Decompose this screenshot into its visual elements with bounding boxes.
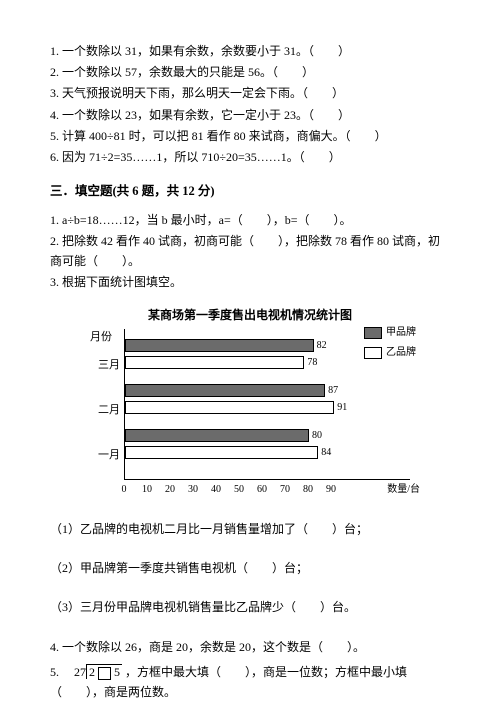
q-a5: 5. 计算 400÷81 时，可以把 81 看作 80 来试商，商偏大。（ ）: [50, 127, 450, 146]
q-b4: 4. 一个数除以 26，商是 20，余数是 20，这个数是（ ）。: [50, 638, 450, 657]
dividend: 2 5: [86, 664, 122, 679]
q-b3: 3. 根据下面统计图填空。: [50, 273, 450, 292]
section-a: 1. 一个数除以 31，如果有余数，余数要小于 31。（ ） 2. 一个数除以 …: [50, 42, 450, 167]
bar-value-label: 78: [307, 356, 317, 369]
bar: [125, 384, 325, 397]
x-tick-label: 30: [188, 482, 198, 498]
chart-title: 某商场第一季度售出电视机情况统计图: [90, 306, 410, 325]
q-b5: 5. 272 5 ，方框中最大填（ ），商是一位数；方框中最小填（ ），商是两位…: [50, 663, 450, 702]
x-axis-label: 数量/台: [387, 482, 420, 498]
x-tick-label: 90: [326, 482, 336, 498]
bar: [125, 339, 314, 352]
q-a2: 2. 一个数除以 57，余数最大的只能是 56。（ ）: [50, 63, 450, 82]
q-b2: 2. 把除数 42 看作 40 试商，初商可能（ ），把除数 78 看作 80 …: [50, 232, 450, 270]
chart: 某商场第一季度售出电视机情况统计图 月份 三月二月一月 甲品牌乙品牌 82788…: [90, 306, 410, 500]
q-a4: 4. 一个数除以 23，如果有余数，它一定小于 23。（ ）: [50, 106, 450, 125]
x-tick-label: 70: [280, 482, 290, 498]
bar: [125, 401, 334, 414]
q-a3: 3. 天气预报说明天下雨，那么明天一定会下雨。（ ）: [50, 84, 450, 103]
x-tick-label: 60: [257, 482, 267, 498]
y-axis: 月份 三月二月一月: [90, 329, 124, 480]
bar: [125, 446, 318, 459]
dividend-left: 2: [89, 665, 95, 679]
dividend-right: 5: [114, 665, 120, 679]
bar: [125, 429, 309, 442]
x-tick-label: 50: [234, 482, 244, 498]
long-division: 272 5: [74, 663, 122, 682]
y-tick-label: 三月: [90, 343, 124, 388]
y-tick-label: 一月: [90, 433, 124, 478]
q-a6: 6. 因为 71÷2=35……1，所以 710÷20=35……1。（ ）: [50, 148, 450, 167]
chart-q3: （3）三月份甲品牌电视机销售量比乙品牌少（ ）台。: [50, 598, 450, 617]
bar-group: 8084: [125, 429, 410, 474]
chart-q2: （2）甲品牌第一季度共销售电视机（ ）台；: [50, 559, 450, 578]
x-tick-label: 20: [165, 482, 175, 498]
bar-value-label: 91: [337, 401, 347, 414]
x-tick-label: 0: [122, 482, 127, 498]
divisor: 27: [74, 665, 86, 679]
q-a1: 1. 一个数除以 31，如果有余数，余数要小于 31。（ ）: [50, 42, 450, 61]
x-tick-label: 40: [211, 482, 221, 498]
y-axis-label: 月份: [90, 329, 124, 343]
chart-q1: （1）乙品牌的电视机二月比一月销售量增加了（ ）台；: [50, 520, 450, 539]
section-b-title: 三．填空题(共 6 题，共 12 分): [50, 181, 450, 201]
bar-value-label: 84: [321, 446, 331, 459]
plot-area: 甲品牌乙品牌 827887918084: [124, 329, 410, 480]
x-tick-label: 80: [303, 482, 313, 498]
x-axis: 数量/台 0102030405060708090: [124, 480, 410, 500]
bar-value-label: 82: [317, 339, 327, 352]
bar: [125, 356, 304, 369]
bar-group: 8791: [125, 384, 410, 429]
bar-value-label: 87: [328, 384, 338, 397]
chart-body: 月份 三月二月一月 甲品牌乙品牌 827887918084: [90, 329, 410, 480]
q-b1: 1. a÷b=18……12，当 b 最小时，a=（ ），b=（ ）。: [50, 211, 450, 230]
section-b: 1. a÷b=18……12，当 b 最小时，a=（ ），b=（ ）。 2. 把除…: [50, 211, 450, 292]
q5-prefix: 5.: [50, 665, 71, 679]
blank-box: [98, 667, 111, 680]
x-tick-label: 10: [142, 482, 152, 498]
bar-value-label: 80: [312, 429, 322, 442]
legend-swatch: [364, 327, 382, 339]
y-tick-label: 二月: [90, 388, 124, 433]
bar-group: 8278: [125, 339, 410, 384]
